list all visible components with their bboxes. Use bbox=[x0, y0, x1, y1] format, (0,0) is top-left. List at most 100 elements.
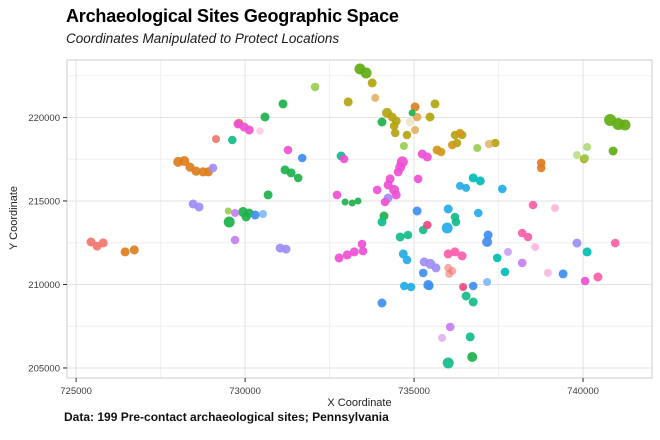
data-point bbox=[448, 140, 457, 150]
data-point bbox=[425, 112, 435, 122]
data-point bbox=[390, 128, 400, 138]
data-point bbox=[517, 258, 527, 268]
data-point bbox=[278, 99, 288, 109]
data-point bbox=[286, 168, 296, 178]
data-point bbox=[408, 109, 416, 117]
data-point bbox=[367, 78, 377, 88]
data-point bbox=[438, 333, 447, 342]
data-point bbox=[492, 253, 502, 263]
data-point bbox=[380, 197, 390, 207]
data-point bbox=[281, 244, 291, 254]
data-point bbox=[451, 217, 461, 227]
data-point bbox=[410, 102, 420, 112]
x-tick-label: 740000 bbox=[567, 386, 599, 397]
data-point bbox=[377, 217, 387, 227]
data-point bbox=[372, 185, 382, 195]
data-point bbox=[461, 291, 471, 301]
data-point bbox=[465, 332, 475, 342]
data-point bbox=[475, 176, 485, 186]
data-point bbox=[393, 167, 403, 177]
data-point bbox=[582, 247, 592, 257]
data-point bbox=[504, 247, 512, 256]
data-point bbox=[208, 163, 218, 173]
data-point bbox=[260, 112, 270, 122]
data-point bbox=[179, 156, 190, 166]
data-point bbox=[523, 232, 533, 242]
data-point bbox=[431, 263, 441, 273]
data-point bbox=[399, 142, 408, 150]
data-point bbox=[543, 268, 552, 277]
data-point bbox=[619, 119, 631, 131]
data-point bbox=[98, 238, 108, 248]
data-point bbox=[339, 154, 349, 164]
data-point bbox=[259, 210, 267, 218]
data-point bbox=[263, 190, 273, 200]
data-point bbox=[212, 135, 220, 143]
data-point bbox=[403, 230, 413, 240]
data-point bbox=[551, 204, 559, 212]
data-point bbox=[297, 153, 307, 163]
data-point bbox=[580, 276, 590, 286]
data-point bbox=[436, 147, 446, 157]
data-point bbox=[371, 93, 380, 102]
data-point bbox=[341, 198, 349, 206]
data-point bbox=[342, 250, 352, 260]
data-point bbox=[402, 255, 412, 265]
data-point bbox=[468, 281, 478, 291]
y-tick-label: 220000 bbox=[28, 113, 60, 124]
data-point bbox=[310, 82, 320, 92]
data-point bbox=[360, 67, 372, 79]
data-point bbox=[443, 204, 453, 214]
data-point bbox=[484, 139, 494, 149]
data-point bbox=[332, 190, 342, 200]
data-point bbox=[536, 163, 546, 173]
y-tick-label: 210000 bbox=[28, 280, 60, 291]
data-point bbox=[441, 222, 453, 234]
data-point bbox=[129, 245, 139, 255]
data-point bbox=[583, 143, 592, 151]
data-point bbox=[283, 145, 293, 155]
data-point bbox=[528, 200, 538, 210]
y-axis-label: Y Coordinate bbox=[8, 186, 20, 251]
data-point bbox=[423, 220, 432, 230]
data-point bbox=[405, 117, 415, 127]
data-point bbox=[223, 216, 235, 228]
data-point bbox=[531, 243, 540, 252]
data-point bbox=[430, 99, 440, 109]
data-point bbox=[500, 267, 510, 277]
data-point bbox=[473, 144, 482, 152]
data-point bbox=[442, 357, 454, 369]
data-point bbox=[483, 278, 492, 286]
data-point bbox=[413, 174, 423, 184]
data-point bbox=[457, 251, 467, 261]
data-point bbox=[377, 298, 387, 308]
data-point bbox=[354, 197, 362, 205]
data-point bbox=[241, 212, 251, 222]
data-point bbox=[348, 199, 356, 207]
data-point bbox=[418, 268, 428, 278]
data-point bbox=[462, 183, 471, 192]
data-point bbox=[412, 206, 422, 216]
data-point bbox=[468, 297, 478, 307]
data-point bbox=[244, 125, 254, 135]
data-point bbox=[593, 272, 603, 282]
data-point bbox=[230, 235, 240, 245]
data-point bbox=[293, 173, 303, 183]
data-point bbox=[228, 135, 237, 145]
caption: Data: 199 Pre-contact archaeological sit… bbox=[64, 410, 389, 424]
y-tick-label: 205000 bbox=[28, 363, 60, 374]
data-point bbox=[411, 126, 420, 134]
data-point bbox=[581, 154, 590, 162]
data-point bbox=[191, 166, 201, 176]
data-point bbox=[358, 246, 368, 256]
data-point bbox=[445, 269, 454, 278]
data-point bbox=[459, 283, 468, 291]
data-point bbox=[256, 127, 264, 135]
data-point bbox=[423, 280, 434, 290]
plot-panel bbox=[67, 60, 652, 378]
data-point bbox=[498, 184, 507, 194]
data-point bbox=[377, 117, 387, 127]
x-tick-label: 735000 bbox=[398, 386, 430, 397]
data-point bbox=[349, 247, 359, 257]
